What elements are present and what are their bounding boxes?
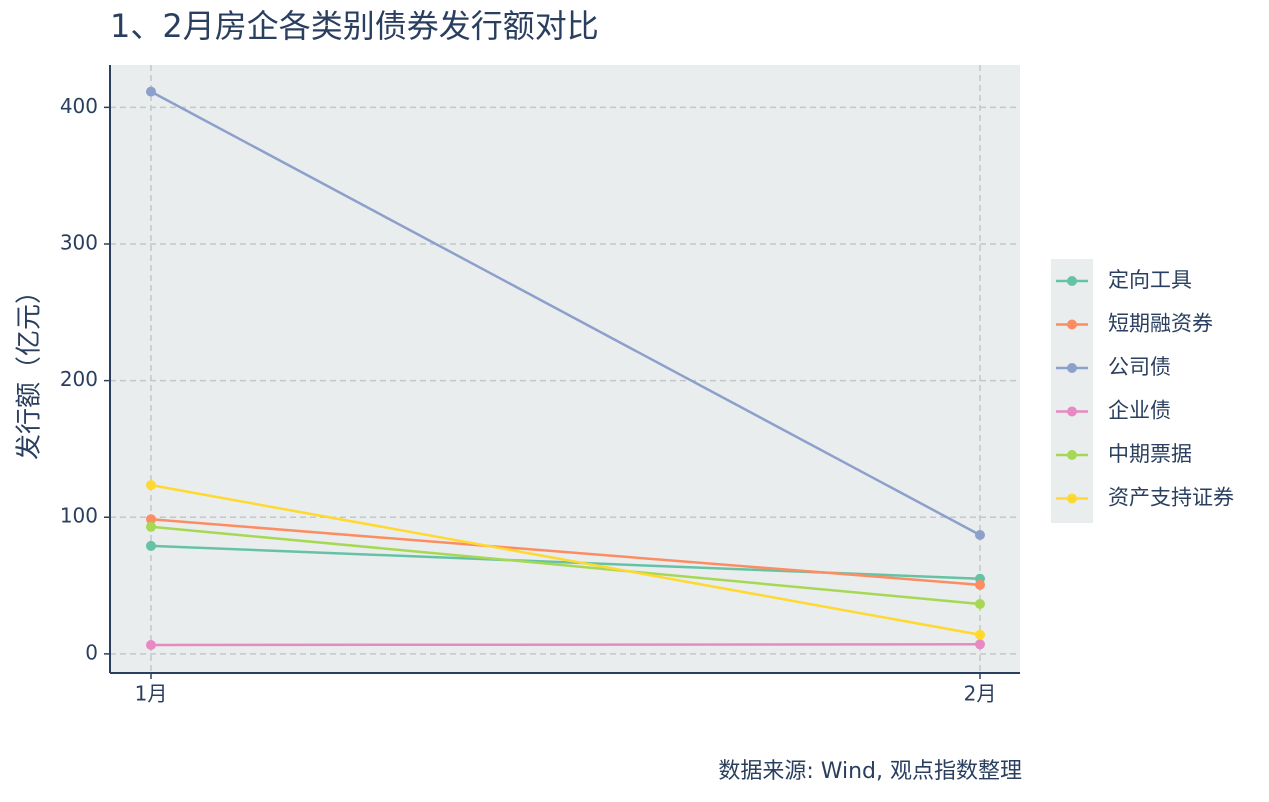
series-line [150,518,981,587]
y-axis-label: 发行额（亿元） [15,278,45,460]
data-point [975,579,985,590]
series-line [150,525,981,606]
data-point [975,639,985,650]
data-point [146,480,156,491]
legend-label: 资产支持证券 [1108,486,1234,510]
data-point [146,521,156,532]
x-tick-label: 1月 [135,682,168,706]
legend-swatch-dot [1067,450,1077,460]
data-point [975,629,985,640]
legend-label: 企业债 [1108,399,1171,423]
y-tick-label: 0 [85,640,98,664]
legend-swatch-dot [1067,406,1077,417]
data-point [146,514,156,525]
data-point [146,540,156,551]
legend-background [1051,259,1093,523]
legend-swatch-dot [1067,319,1077,330]
data-point [975,599,985,610]
legend-swatch-dot [1067,363,1077,373]
legend-label: 中期票据 [1108,442,1192,466]
data-point [975,530,985,541]
legend-swatch-dot [1067,276,1077,286]
data-point [146,639,156,650]
source-note: 数据来源: Wind, 观点指数整理 [718,759,1022,784]
data-point [146,86,156,97]
chart-title: 1、2月房企各类别债券发行额对比 [110,7,599,45]
y-tick-label: 400 [60,94,98,118]
legend-label: 公司债 [1108,355,1171,379]
legend-label: 定向工具 [1108,268,1192,292]
series-line [150,483,981,636]
y-tick-label: 300 [60,230,98,254]
x-tick-label: 2月 [964,682,997,706]
y-tick-label: 200 [60,367,98,391]
legend-label: 短期融资券 [1108,312,1213,336]
y-tick-label: 100 [60,504,98,528]
legend-swatch-dot [1067,493,1077,504]
plot-background [110,65,1020,673]
series-line [150,643,981,647]
series-line [150,90,981,537]
